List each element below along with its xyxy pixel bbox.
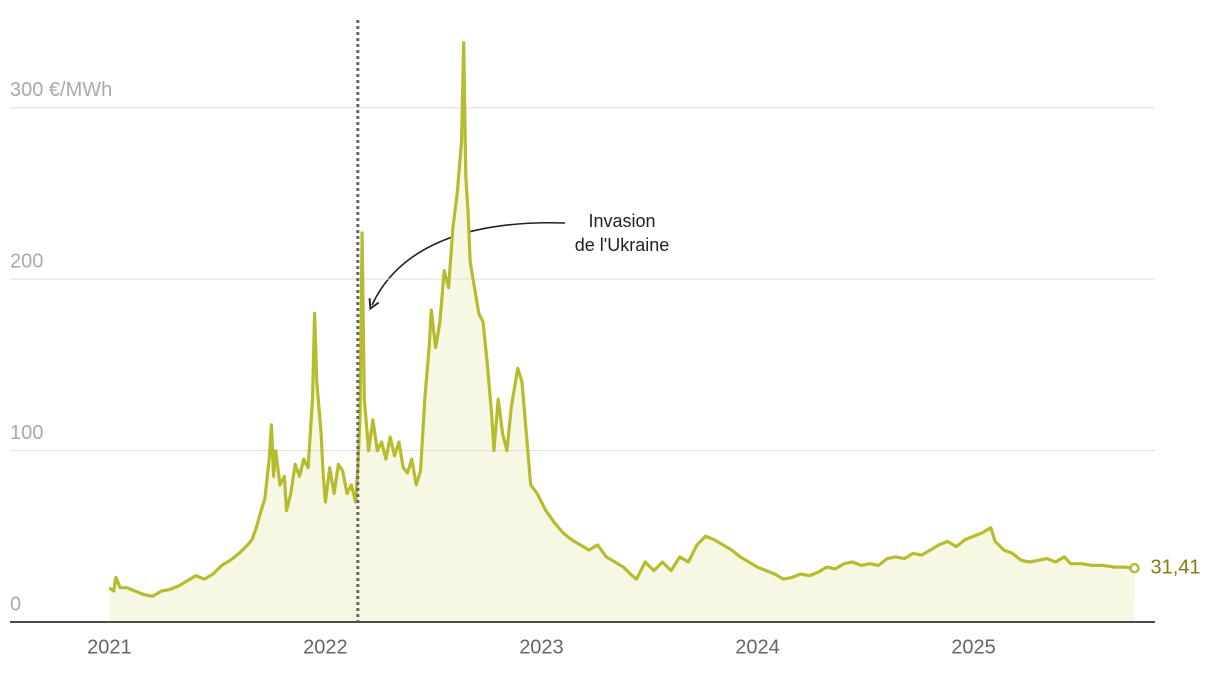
- x-tick-label: 2022: [303, 636, 348, 658]
- x-tick-label: 2024: [735, 636, 780, 658]
- end-label: 31,41: [1150, 556, 1200, 578]
- x-tick-label: 2025: [951, 636, 996, 658]
- x-tick-label: 2021: [87, 636, 132, 658]
- y-tick-label: 0: [10, 593, 21, 615]
- y-tick-label: 300 €/MWh: [10, 79, 112, 101]
- area: [109, 42, 1135, 623]
- annotation: de l'Ukraine: [575, 235, 669, 255]
- annotation-arrow: [368, 221, 566, 311]
- y-tick-label: 100: [10, 422, 43, 444]
- annotation: Invasion: [588, 211, 655, 231]
- y-tick-label: 200: [10, 250, 43, 272]
- x-tick-label: 2023: [519, 636, 564, 658]
- line: [108, 41, 1135, 598]
- end-marker: [1129, 562, 1140, 574]
